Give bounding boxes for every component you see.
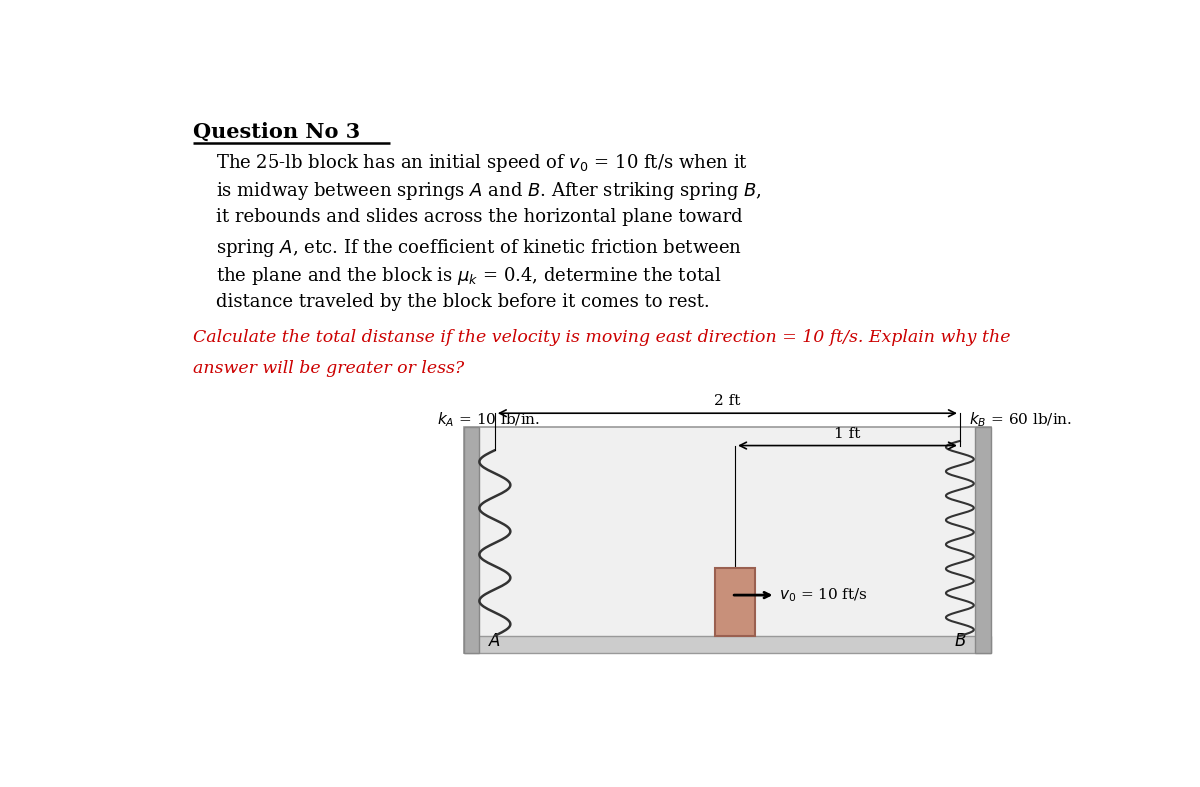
Text: $k_B$ = 60 lb/in.: $k_B$ = 60 lb/in. [970, 410, 1073, 429]
Text: answer will be greater or less?: answer will be greater or less? [193, 360, 464, 377]
Text: distance traveled by the block before it comes to rest.: distance traveled by the block before it… [216, 293, 709, 311]
Bar [976, 427, 991, 652]
Bar [464, 427, 479, 652]
Text: 1 ft: 1 ft [834, 427, 860, 441]
Text: $B$: $B$ [954, 633, 966, 649]
Text: Question No 3: Question No 3 [193, 121, 360, 142]
Bar [464, 636, 991, 652]
Bar [464, 427, 991, 652]
Bar [715, 568, 755, 636]
Text: $k_A$ = 10 lb/in.: $k_A$ = 10 lb/in. [437, 410, 540, 429]
Text: the plane and the block is $\mu_k$ = 0.4, determine the total: the plane and the block is $\mu_k$ = 0.4… [216, 264, 721, 286]
Text: is midway between springs $A$ and $B$. After striking spring $B$,: is midway between springs $A$ and $B$. A… [216, 180, 762, 202]
Text: 2 ft: 2 ft [714, 394, 740, 408]
Text: $A$: $A$ [488, 633, 502, 649]
Text: The 25-lb block has an initial speed of $v_0$ = 10 ft/s when it: The 25-lb block has an initial speed of … [216, 152, 748, 174]
Text: it rebounds and slides across the horizontal plane toward: it rebounds and slides across the horizo… [216, 209, 743, 227]
Text: Calculate the total distanse if the velocity is moving east direction = 10 ft/s.: Calculate the total distanse if the velo… [193, 329, 1010, 346]
Text: spring $A$, etc. If the coefficient of kinetic friction between: spring $A$, etc. If the coefficient of k… [216, 237, 742, 258]
Text: $v_0$ = 10 ft/s: $v_0$ = 10 ft/s [779, 586, 869, 604]
